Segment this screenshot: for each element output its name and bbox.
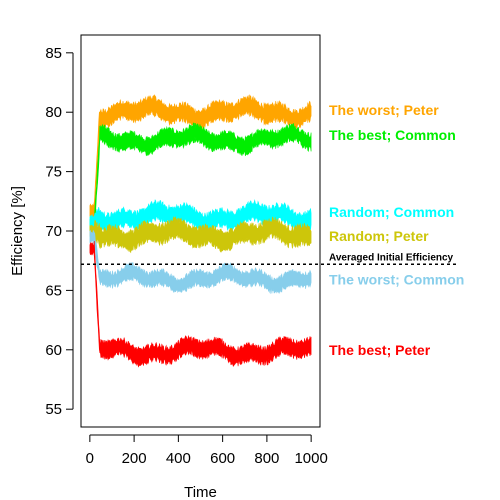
x-tick-label: 800 — [254, 450, 279, 467]
series-label-4: Random; Peter — [329, 228, 429, 244]
series-label-6: The best; Peter — [329, 342, 431, 358]
x-tick-label: 600 — [210, 450, 235, 467]
series-band-4 — [89, 216, 312, 254]
y-tick-label: 85 — [45, 45, 62, 62]
plot-frame — [80, 34, 321, 428]
x-axis-title: Time — [184, 484, 217, 500]
label-layer: The worst; Peter The best; Common Random; … — [329, 102, 464, 358]
series-label-1: The worst; Peter — [329, 102, 439, 118]
y-tick-label: 60 — [45, 342, 62, 359]
series-label-2: The best; Common — [329, 127, 456, 143]
series-band-6 — [89, 240, 312, 368]
x-tick-label: 1000 — [294, 450, 327, 467]
series-band-5 — [89, 229, 312, 295]
x-tick-label: 200 — [122, 450, 147, 467]
series-band-3 — [89, 199, 312, 235]
y-tick-label: 70 — [45, 223, 62, 240]
x-tick-label: 0 — [86, 450, 94, 467]
series-band-2 — [89, 122, 312, 232]
axis-layer: 55 60 65 70 75 80 85 0 200 400 600 800 1000 — [45, 45, 328, 467]
y-tick-label: 80 — [45, 104, 62, 121]
y-tick-label: 55 — [45, 401, 62, 418]
series-layer — [89, 94, 312, 368]
y-axis-title: Efficiency [%] — [9, 186, 26, 276]
series-label-3: Random; Common — [329, 204, 454, 220]
y-tick-label: 75 — [45, 164, 62, 181]
y-tick-label: 65 — [45, 282, 62, 299]
x-tick-label: 400 — [166, 450, 191, 467]
series-label-5: The worst; Common — [329, 272, 464, 288]
series-band-1 — [89, 94, 312, 221]
reference-line-label: Averaged Initial Efficiency — [329, 252, 454, 263]
